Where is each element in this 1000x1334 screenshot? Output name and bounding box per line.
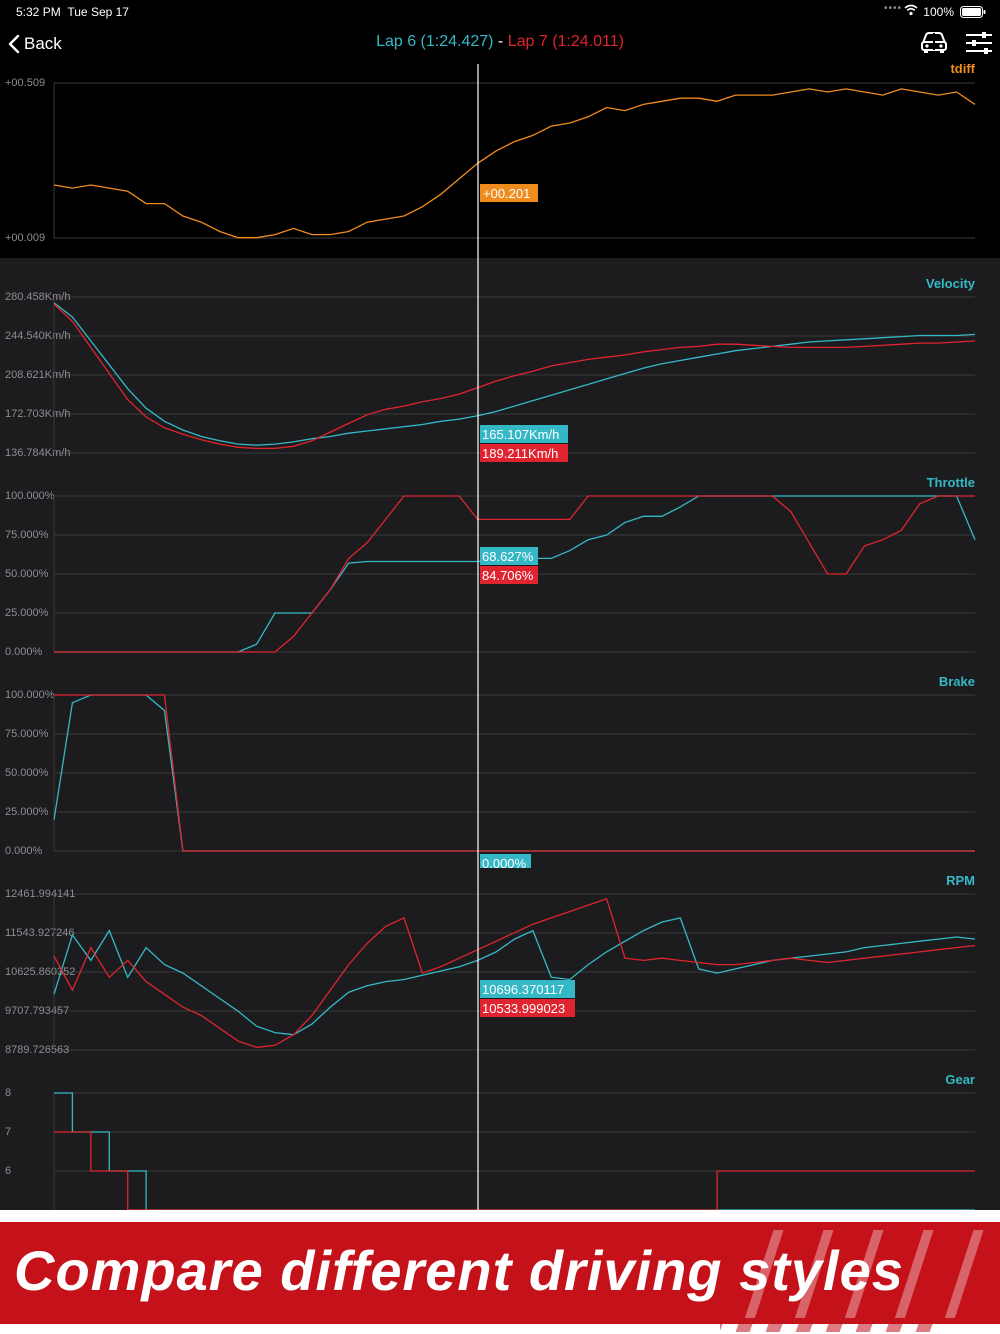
throttle-tick-label: 50.000% [5,568,49,580]
car-icon[interactable] [919,30,949,56]
lap-separator: - [493,33,508,50]
brake-cursor-value-lap-a: 0.000% [482,856,527,871]
rpm-tick-label: 12461.994141 [5,888,75,900]
tdiff-series-tdiff [53,88,976,239]
rpm-series-lap-a [53,917,976,1036]
velocity-title: Velocity [926,276,976,291]
banner-headline: Compare different driving styles [14,1239,904,1302]
velocity-cursor-value-lap-b: 189.211Km/h [482,446,558,461]
velocity-tick-label: 136.784Km/h [5,447,70,459]
tdiff-cursor-badge [480,184,538,202]
cellular-dots-icon: •••• [883,3,902,14]
brake-title: Brake [939,674,975,689]
throttle-cursor-value-lap-a: 68.627% [482,549,534,564]
battery-icon [960,6,986,18]
brake-cursor-badge [480,854,531,872]
throttle-tick-label: 25.000% [5,607,49,619]
settings-sliders-icon[interactable] [964,30,994,56]
velocity-cursor-badge [480,425,568,443]
banner-background [0,1222,1000,1324]
rpm-tick-label: 8789.726563 [5,1044,69,1056]
status-time: 5:32 PM Tue Sep 17 [16,5,129,19]
velocity-tick-label: 280.458Km/h [5,291,70,303]
lap-comparison-title: Lap 6 (1:24.427) - Lap 7 (1:24.011) [0,33,1000,51]
promo-banner: Compare different driving styles [0,1210,1000,1334]
lap-a-label: Lap 6 (1:24.427) [376,33,494,50]
battery-percent: 100% [923,5,954,19]
telemetry-charts[interactable]: +00.509 +00.009 tdiff +00.201 280.458Km/h 244… [0,0,1000,1210]
rpm-panel-bg [0,868,1000,1068]
brake-tick-label: 0.000% [5,845,43,857]
velocity-cursor-value-lap-a: 165.107Km/h [482,427,559,442]
gear-tick-label: 6 [5,1165,11,1177]
tire-tread-decoration [720,1214,993,1332]
tdiff-tick-label: +00.009 [5,232,45,244]
brake-tick-label: 25.000% [5,806,49,818]
throttle-series-lap-b [54,495,975,653]
throttle-tick-label: 0.000% [5,646,43,658]
throttle-cursor-badge [480,566,538,584]
gear-tick-label: 7 [5,1126,11,1138]
brake-tick-label: 75.000% [5,728,49,740]
throttle-tick-label: 75.000% [5,529,49,541]
brake-series-lap-b [54,694,975,852]
tdiff-panel-bg [0,64,1000,258]
rpm-cursor-badge [480,999,575,1017]
brake-tick-label: 50.000% [5,767,49,779]
tdiff-tick-label: +00.509 [5,77,45,89]
velocity-tick-label: 244.540Km/h [5,330,70,342]
rpm-tick-label: 9707.793457 [5,1005,69,1017]
rpm-series-lap-b [53,897,976,1049]
status-bar: 5:32 PM Tue Sep 17 •••• 100% [0,0,1000,24]
brake-panel-bg [0,668,1000,868]
tdiff-title: tdiff [950,61,975,76]
throttle-tick-label: 100.000% [5,490,55,502]
brake-tick-label: 100.000% [5,689,55,701]
velocity-tick-label: 208.621Km/h [5,369,70,381]
rpm-cursor-badge [480,980,575,998]
tdiff-cursor-value: +00.201 [483,186,530,201]
rpm-cursor-value-lap-b: 10533.999023 [482,1001,565,1016]
lap-b-label: Lap 7 (1:24.011) [507,33,624,50]
throttle-cursor-value-lap-b: 84.706% [482,568,534,583]
velocity-cursor-badge [480,444,568,462]
back-button[interactable]: Back [8,30,62,58]
gear-tick-label: 8 [5,1087,11,1099]
chevron-left-icon [8,34,20,54]
rpm-cursor-value-lap-a: 10696.370117 [482,982,564,997]
velocity-series-lap-b [53,303,976,450]
throttle-cursor-badge [480,547,538,565]
gear-title: Gear [945,1072,975,1087]
wifi-icon [904,4,918,16]
gear-panel-bg [0,1068,1000,1210]
velocity-series-lap-a [53,302,976,446]
rpm-tick-label: 10625.860352 [5,966,75,978]
throttle-title: Throttle [927,475,975,490]
rpm-title: RPM [946,873,975,888]
velocity-tick-label: 172.703Km/h [5,408,70,420]
gear-series-lap-b [54,1131,975,1210]
navigation-bar: Back Lap 6 (1:24.427) - Lap 7 (1:24.011) [0,24,1000,64]
back-label: Back [24,34,62,53]
rpm-tick-label: 11543.927246 [5,927,75,939]
